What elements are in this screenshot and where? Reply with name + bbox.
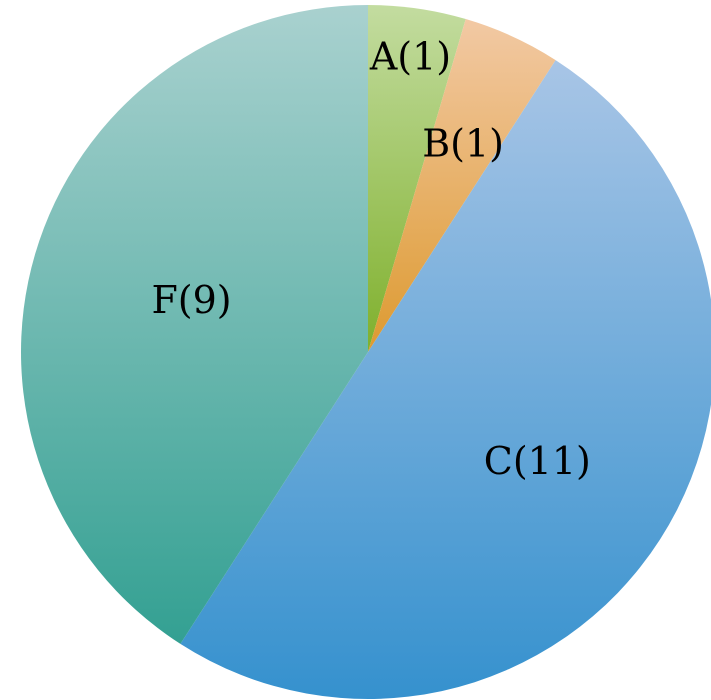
- pie-labels: A(1) B(1) C(11) F(9): [151, 35, 590, 483]
- pie-slice-c: [180, 60, 711, 699]
- pie-slice-f: [21, 5, 368, 644]
- pie-label-b: B(1): [422, 122, 504, 166]
- pie-slice-b: [368, 19, 556, 352]
- pie-slices: [21, 5, 711, 699]
- pie-label-c: C(11): [484, 439, 591, 483]
- pie-label-a: A(1): [369, 35, 451, 79]
- pie-slice-a: [368, 5, 466, 352]
- pie-label-f: F(9): [151, 278, 231, 322]
